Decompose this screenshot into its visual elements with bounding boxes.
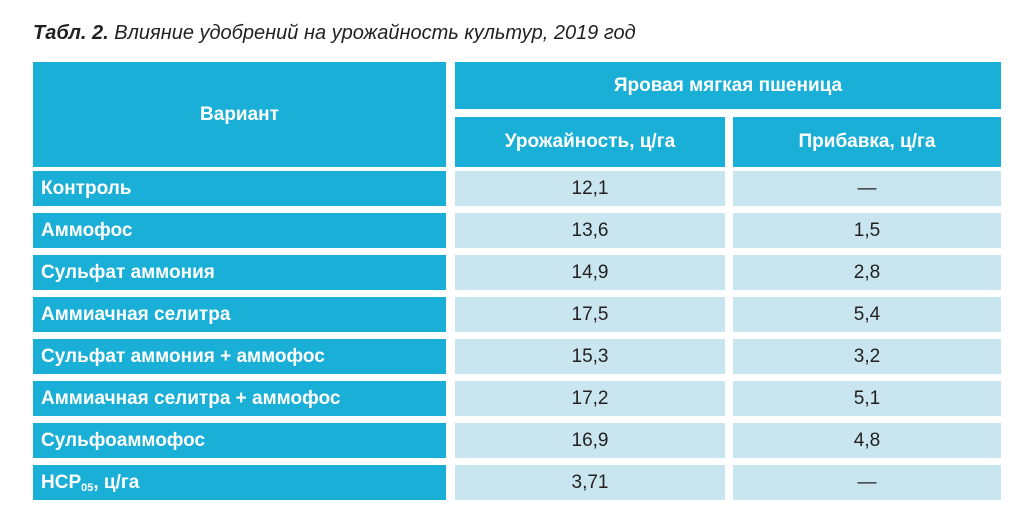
cell-gain-text: 2,8 bbox=[853, 261, 881, 283]
header-group-label: Яровая мягкая пшеница bbox=[613, 74, 843, 96]
header-group: Яровая мягкая пшеница bbox=[455, 62, 1001, 109]
header-variant-label: Вариант bbox=[200, 103, 279, 125]
header-gain: Прибавка, ц/га bbox=[733, 117, 1001, 167]
cell-gain-text: 5,4 bbox=[853, 303, 881, 325]
cell-yield-text: 16,9 bbox=[571, 429, 609, 451]
hsr-tail: , ц/га bbox=[93, 471, 140, 493]
cell-yield: 13,6 bbox=[455, 213, 725, 248]
row-label-text: Контроль bbox=[41, 177, 132, 199]
cell-gain-text: 4,8 bbox=[853, 429, 881, 451]
header-yield: Урожайность, ц/га bbox=[455, 117, 725, 167]
cell-gain: 2,8 bbox=[733, 255, 1001, 290]
header-gain-label: Прибавка, ц/га bbox=[798, 131, 936, 152]
cell-gain: 5,1 bbox=[733, 381, 1001, 416]
cell-gain: 4,8 bbox=[733, 423, 1001, 458]
cell-yield: 17,5 bbox=[455, 297, 725, 332]
cell-yield-text: 12,1 bbox=[571, 177, 609, 199]
cell-yield-text: 15,3 bbox=[571, 345, 609, 367]
cell-gain-text: — bbox=[857, 471, 877, 493]
cell-yield: 12,1 bbox=[455, 171, 725, 206]
row-label: Аммиачная селитра bbox=[33, 297, 446, 332]
cell-yield: 16,9 bbox=[455, 423, 725, 458]
row-label-hsr: НСР05, ц/га bbox=[33, 465, 446, 500]
row-label-text: НСР05, ц/га bbox=[41, 472, 139, 494]
table-number: Табл. 2. bbox=[33, 22, 109, 44]
row-label-text: Аммиачная селитра bbox=[41, 303, 231, 325]
cell-gain: — bbox=[733, 465, 1001, 500]
cell-gain: 1,5 bbox=[733, 213, 1001, 248]
cell-yield: 17,2 bbox=[455, 381, 725, 416]
cell-gain-text: 1,5 bbox=[853, 219, 881, 241]
row-label-text: Сульфат аммония bbox=[41, 261, 215, 283]
header-variant: Вариант bbox=[33, 62, 446, 167]
hsr-main: НСР bbox=[41, 471, 82, 493]
row-label-text: Аммофос bbox=[41, 219, 133, 241]
table-title: Влияние удобрений на урожайность культур… bbox=[114, 22, 636, 44]
cell-yield-text: 17,5 bbox=[571, 303, 609, 325]
cell-yield-text: 3,71 bbox=[571, 471, 609, 493]
table-caption: Табл. 2. Влияние удобрений на урожайност… bbox=[33, 22, 636, 45]
cell-gain-text: 3,2 bbox=[853, 345, 881, 367]
cell-gain-text: — bbox=[857, 177, 877, 199]
cell-gain: 5,4 bbox=[733, 297, 1001, 332]
row-label-text: Сульфат аммония + аммофос bbox=[41, 345, 325, 367]
cell-yield-text: 14,9 bbox=[571, 261, 609, 283]
cell-yield: 15,3 bbox=[455, 339, 725, 374]
cell-yield: 14,9 bbox=[455, 255, 725, 290]
row-label-text: Сульфоаммофос bbox=[41, 429, 206, 451]
row-label: Сульфат аммония + аммофос bbox=[33, 339, 446, 374]
cell-yield-text: 17,2 bbox=[571, 387, 609, 409]
row-label-text: Аммиачная селитра + аммофос bbox=[41, 387, 341, 409]
row-label: Аммиачная селитра + аммофос bbox=[33, 381, 446, 416]
header-yield-label: Урожайность, ц/га bbox=[504, 131, 676, 152]
row-label: Контроль bbox=[33, 171, 446, 206]
row-label: Аммофос bbox=[33, 213, 446, 248]
cell-gain: — bbox=[733, 171, 1001, 206]
cell-yield: 3,71 bbox=[455, 465, 725, 500]
hsr-subscript: 05 bbox=[81, 481, 94, 494]
cell-gain-text: 5,1 bbox=[853, 387, 881, 409]
cell-yield-text: 13,6 bbox=[571, 219, 609, 241]
row-label: Сульфоаммофос bbox=[33, 423, 446, 458]
cell-gain: 3,2 bbox=[733, 339, 1001, 374]
row-label: Сульфат аммония bbox=[33, 255, 446, 290]
